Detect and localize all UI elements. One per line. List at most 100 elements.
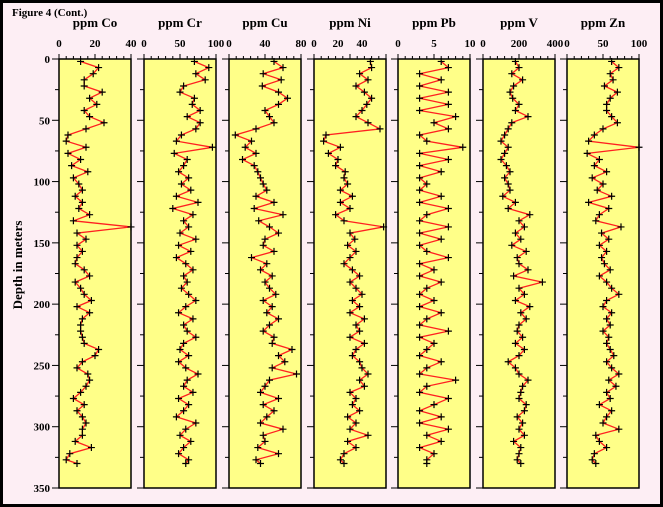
data-point	[340, 450, 348, 458]
data-point	[192, 419, 200, 427]
data-point	[515, 321, 523, 329]
panel-frame	[313, 58, 387, 489]
data-point	[519, 419, 527, 427]
data-point	[172, 254, 180, 262]
data-point	[416, 407, 424, 415]
data-point	[423, 345, 431, 353]
data-point	[270, 333, 278, 341]
data-point	[356, 358, 364, 366]
data-point	[187, 437, 195, 445]
data-point	[617, 223, 625, 231]
data-point	[336, 186, 344, 194]
data-point	[127, 223, 135, 231]
data-point	[73, 303, 81, 311]
data-point	[272, 290, 280, 298]
data-point	[344, 180, 352, 188]
data-point	[187, 186, 195, 194]
data-point	[180, 339, 188, 347]
data-point	[515, 370, 523, 378]
data-point	[252, 125, 260, 133]
data-point	[78, 333, 86, 341]
data-point	[501, 174, 509, 182]
data-point	[515, 260, 523, 268]
data-point	[241, 143, 249, 151]
data-point	[603, 168, 611, 176]
data-point	[348, 401, 356, 409]
y-tick-label: 100	[34, 177, 51, 189]
data-point	[364, 431, 372, 439]
data-point	[416, 106, 424, 114]
data-point	[346, 229, 354, 237]
data-point	[364, 76, 372, 84]
data-point	[86, 376, 94, 384]
data-point	[77, 388, 85, 396]
data-point	[520, 290, 528, 298]
data-point	[615, 370, 623, 378]
data-point	[78, 425, 86, 433]
data-point	[266, 113, 273, 121]
data-point	[610, 352, 618, 360]
data-point	[252, 149, 260, 157]
data-point	[180, 321, 188, 329]
data-point	[416, 198, 424, 206]
data-point	[430, 119, 438, 127]
data-point	[346, 388, 354, 396]
panel-ppm-ni: ppm Ni 0 20 40	[307, 15, 388, 489]
data-point	[511, 229, 519, 237]
data-point	[501, 131, 509, 139]
data-point	[598, 229, 606, 237]
data-point	[506, 88, 514, 96]
panel-title: ppm Pb	[412, 15, 456, 30]
data-point	[416, 82, 424, 90]
data-point	[89, 70, 97, 78]
data-point	[606, 94, 614, 102]
panel-ppm-zn: ppm Zn 0 50 100	[560, 15, 648, 489]
data-point	[77, 57, 85, 65]
data-point	[588, 174, 596, 182]
data-point	[259, 296, 267, 304]
data-point	[77, 284, 85, 292]
data-point	[189, 266, 197, 274]
data-point	[340, 217, 348, 225]
data-point	[346, 278, 354, 286]
data-point	[73, 241, 81, 249]
data-point	[595, 241, 603, 249]
data-point	[538, 278, 546, 286]
data-point	[522, 247, 530, 255]
data-point	[187, 247, 195, 255]
data-point	[603, 278, 611, 286]
data-point	[430, 266, 438, 274]
data-point	[346, 254, 354, 262]
data-point	[416, 217, 424, 225]
data-point	[176, 88, 184, 96]
data-point	[430, 401, 438, 409]
data-point	[595, 437, 603, 445]
data-point	[416, 290, 424, 298]
data-point	[263, 260, 271, 268]
data-point	[279, 425, 287, 433]
data-point	[95, 345, 103, 353]
data-point	[515, 64, 523, 72]
data-point	[356, 407, 364, 415]
data-point	[263, 413, 271, 421]
data-point	[520, 431, 528, 439]
data-point	[82, 235, 90, 243]
data-point	[248, 254, 255, 262]
data-point	[416, 419, 424, 427]
data-point	[595, 272, 603, 280]
data-point	[510, 82, 518, 90]
data-point	[416, 229, 424, 237]
data-point	[502, 162, 510, 170]
data-point	[599, 419, 607, 427]
y-tick-label: 0	[45, 54, 51, 66]
data-point	[340, 260, 348, 268]
data-point	[416, 352, 424, 360]
data-point	[196, 106, 204, 114]
data-point	[277, 76, 285, 84]
data-point	[444, 223, 452, 231]
data-point	[189, 315, 197, 323]
data-point	[69, 217, 77, 225]
x-tick-label: 80	[296, 38, 308, 50]
data-point	[348, 266, 356, 274]
